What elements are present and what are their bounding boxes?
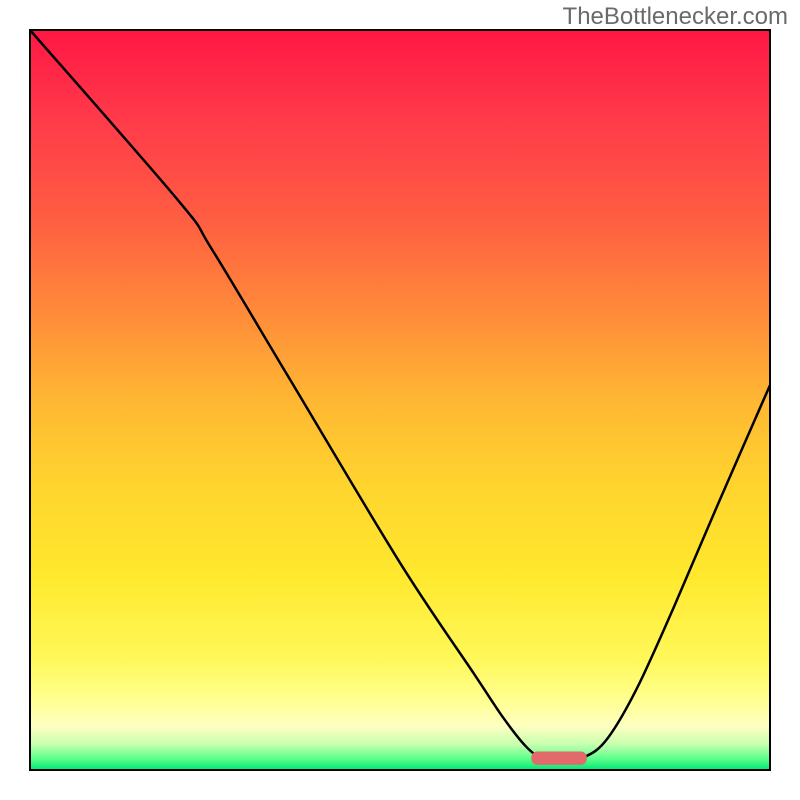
- optimal-marker: [531, 752, 587, 765]
- bottleneck-chart: [0, 0, 800, 800]
- watermark-text: TheBottlenecker.com: [563, 3, 788, 31]
- chart-container: TheBottlenecker.com: [0, 0, 800, 800]
- plot-background: [30, 30, 770, 770]
